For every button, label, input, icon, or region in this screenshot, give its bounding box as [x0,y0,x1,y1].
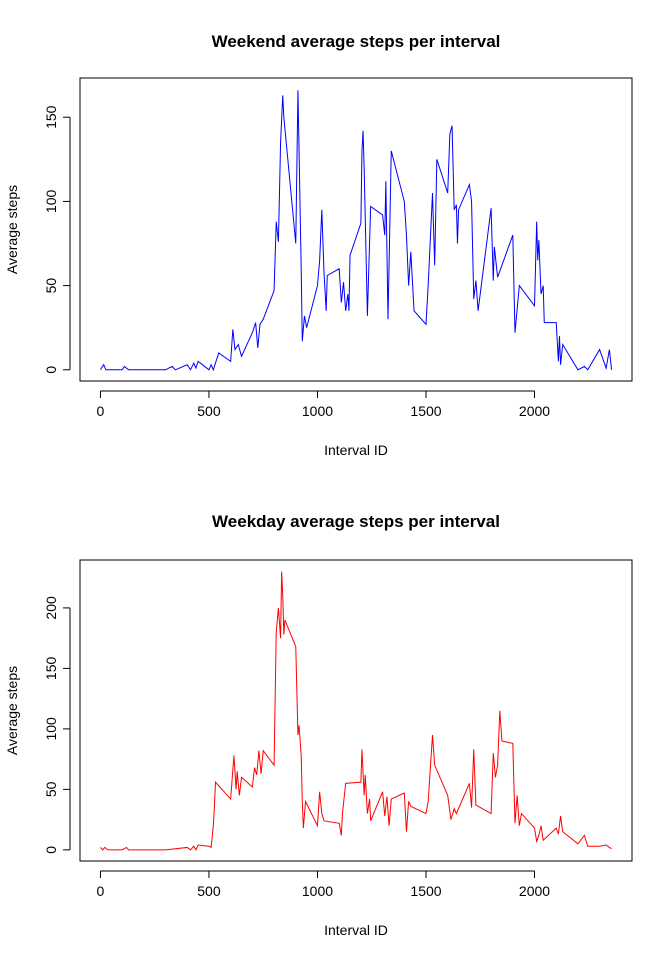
x-tick-label: 1000 [302,883,333,899]
x-axis-label: Interval ID [324,442,388,458]
x-tick-label: 2000 [519,403,550,419]
x-axis-label: Interval ID [324,922,388,938]
y-tick-label: 200 [43,596,59,620]
x-tick-label: 2000 [519,883,550,899]
y-tick-label: 50 [43,278,59,294]
y-tick-label: 150 [43,105,59,129]
y-axis-label: Average steps [4,185,20,274]
y-tick-label: 0 [43,846,59,854]
x-tick-label: 0 [97,883,105,899]
x-tick-label: 0 [97,403,105,419]
x-tick-label: 1500 [410,403,441,419]
chart-title: Weekend average steps per interval [212,32,501,51]
y-tick-label: 0 [43,366,59,374]
y-tick-label: 150 [43,657,59,681]
plot-box [79,77,633,382]
plot-box [79,559,633,862]
y-tick-label: 50 [43,781,59,797]
x-tick-label: 1500 [410,883,441,899]
data-line [100,571,612,851]
y-tick-label: 100 [43,717,59,741]
data-line [100,90,613,372]
y-axis-label: Average steps [4,666,20,755]
y-tick-label: 100 [43,190,59,214]
chart-title: Weekday average steps per interval [212,512,500,531]
x-tick-label: 1000 [302,403,333,419]
x-tick-label: 500 [197,883,221,899]
x-tick-label: 500 [197,403,221,419]
